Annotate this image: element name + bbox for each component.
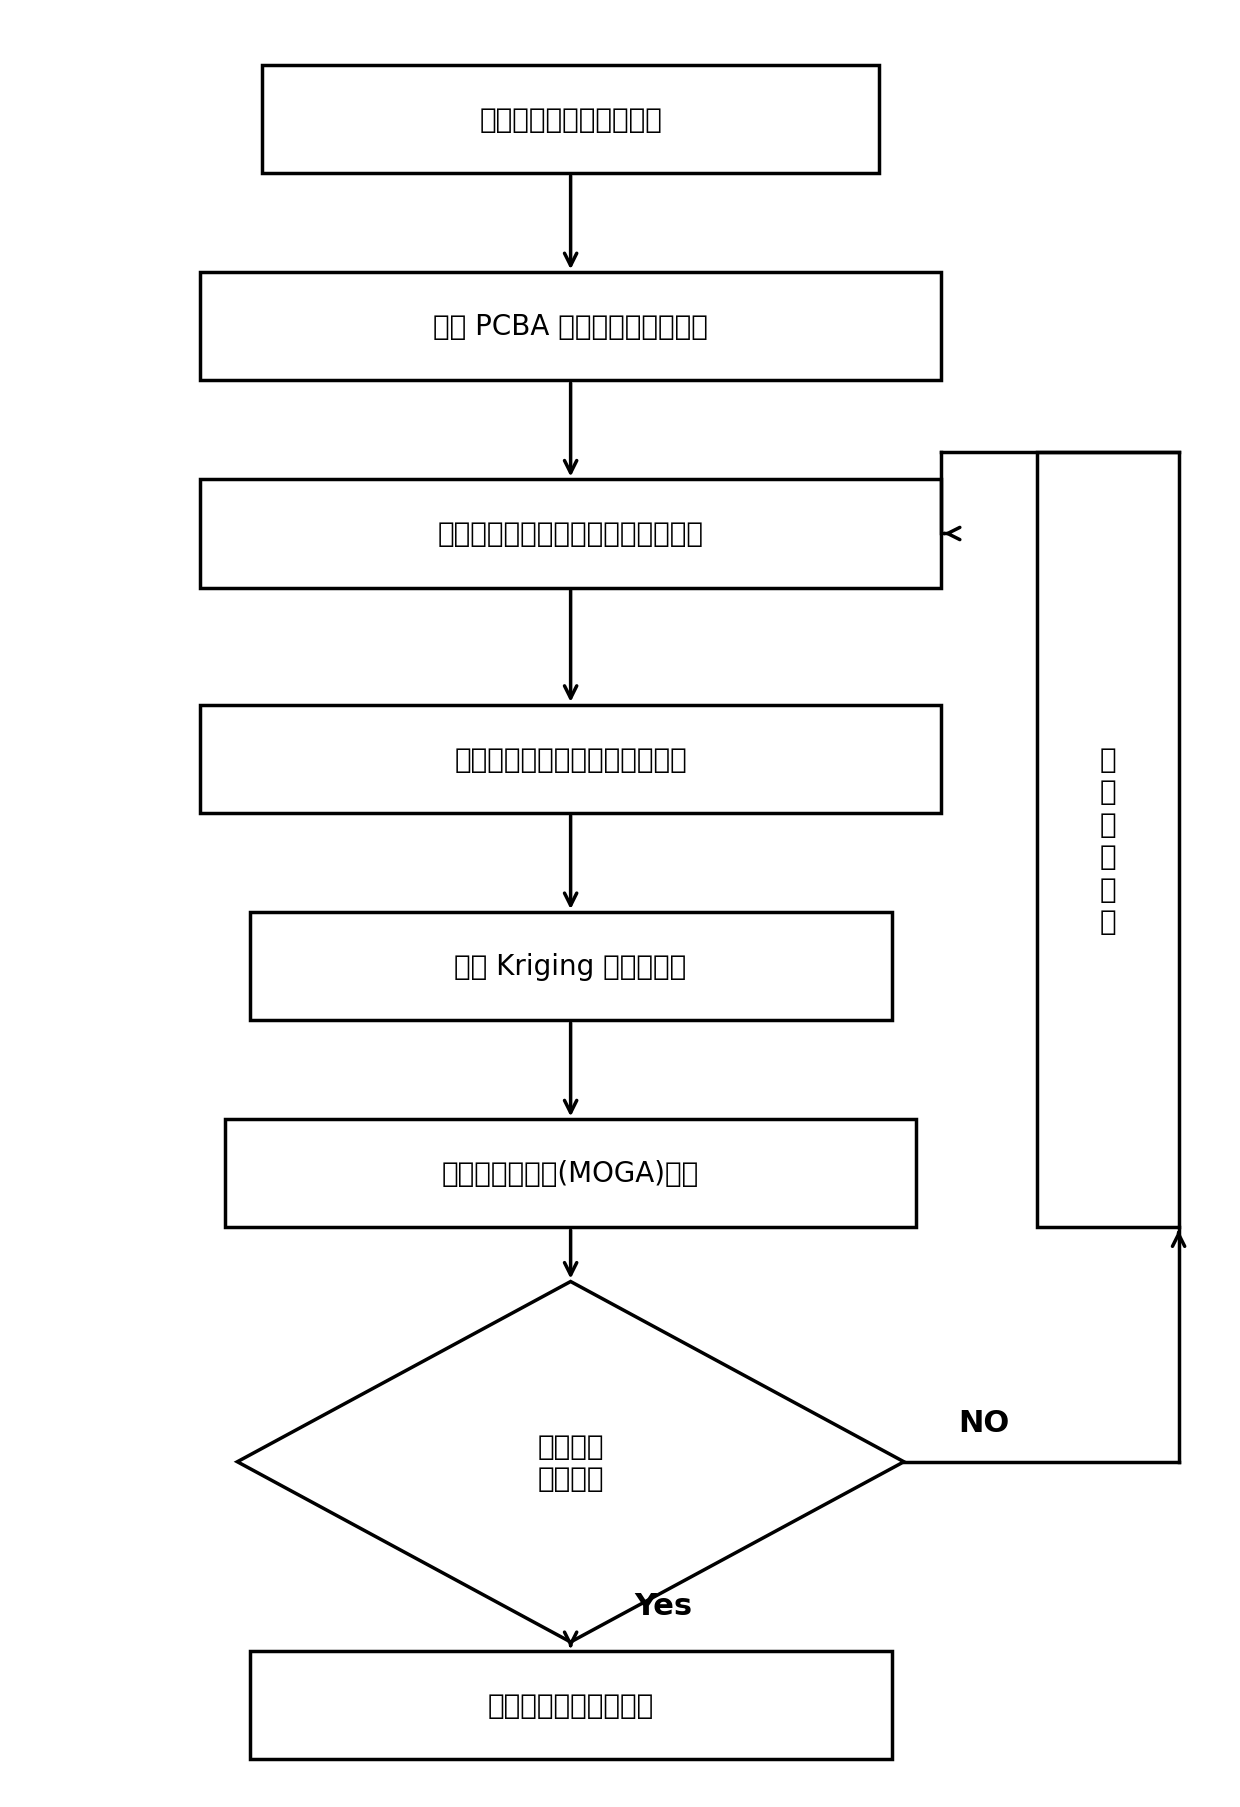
Text: 更
新
设
计
变
量: 更 新 设 计 变 量 xyxy=(1100,746,1116,936)
FancyBboxPatch shape xyxy=(224,1120,916,1227)
Text: NO: NO xyxy=(959,1408,1009,1437)
Text: 多目标遗传算法(MOGA)寻优: 多目标遗传算法(MOGA)寻优 xyxy=(441,1160,699,1187)
FancyBboxPatch shape xyxy=(249,913,892,1021)
FancyBboxPatch shape xyxy=(1037,454,1178,1227)
FancyBboxPatch shape xyxy=(201,705,941,813)
Text: 建立工艺温度场仿真模型: 建立工艺温度场仿真模型 xyxy=(479,107,662,134)
FancyBboxPatch shape xyxy=(201,481,941,589)
FancyBboxPatch shape xyxy=(262,65,879,173)
FancyBboxPatch shape xyxy=(201,273,941,381)
Text: Yes: Yes xyxy=(634,1592,692,1621)
Text: 构建 Kriging 响应面模型: 构建 Kriging 响应面模型 xyxy=(455,952,687,981)
Text: 确定设计变量、约束条件、目标函数: 确定设计变量、约束条件、目标函数 xyxy=(438,520,703,548)
FancyBboxPatch shape xyxy=(249,1652,892,1760)
Text: 设计实验，获取目标参数响应值: 设计实验，获取目标参数响应值 xyxy=(454,746,687,773)
Text: 优化结果
是否收敛: 优化结果 是否收敛 xyxy=(537,1431,604,1493)
Polygon shape xyxy=(237,1281,904,1643)
Text: 修正后的工艺仿真模型: 修正后的工艺仿真模型 xyxy=(487,1691,653,1718)
Text: 建立 PCBA 温度场仿真修正模型: 建立 PCBA 温度场仿真修正模型 xyxy=(433,313,708,342)
